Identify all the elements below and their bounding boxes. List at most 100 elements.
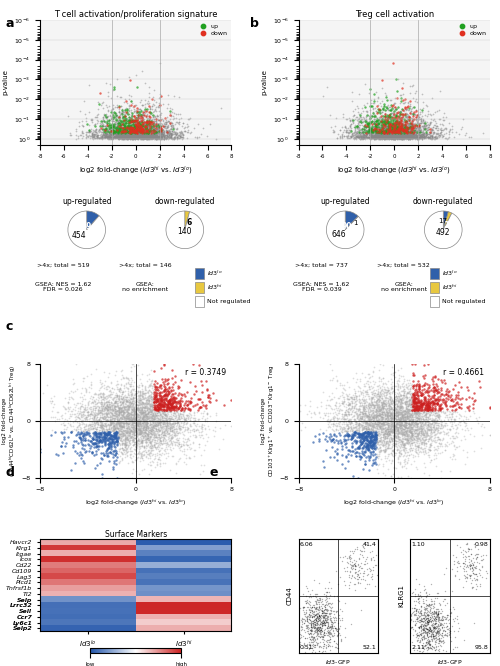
Point: [128, 113, 136, 124]
Point: [361, 438, 369, 449]
Point: [134, 403, 142, 414]
Point: [312, 613, 320, 624]
Point: [396, 122, 404, 133]
Point: [142, 112, 150, 123]
Point: [384, 133, 392, 143]
Point: [375, 428, 383, 438]
Point: [425, 444, 433, 454]
Point: [330, 408, 338, 418]
Point: [128, 116, 136, 127]
Point: [360, 378, 368, 389]
Point: [100, 116, 108, 127]
Point: [356, 411, 364, 422]
Point: [138, 127, 145, 138]
Point: [410, 404, 418, 415]
Point: [396, 131, 404, 142]
Point: [352, 414, 360, 425]
Point: [110, 120, 118, 131]
Point: [159, 416, 167, 427]
Point: [362, 387, 370, 398]
Point: [158, 422, 166, 432]
Point: [378, 129, 386, 140]
Point: [138, 129, 146, 139]
Point: [142, 446, 150, 457]
Point: [112, 419, 120, 430]
Point: [371, 129, 379, 140]
Point: [384, 427, 392, 438]
Point: [94, 440, 102, 451]
Point: [376, 129, 384, 139]
Point: [115, 406, 123, 417]
Point: [376, 111, 384, 121]
Point: [458, 551, 466, 562]
Point: [344, 422, 352, 433]
Point: [160, 428, 168, 438]
Point: [128, 120, 136, 131]
Point: [126, 392, 134, 403]
Point: [140, 417, 147, 428]
Point: [372, 133, 380, 143]
Point: [436, 441, 444, 452]
Point: [161, 458, 169, 468]
Point: [409, 133, 417, 143]
Point: [364, 128, 372, 139]
Point: [142, 117, 150, 128]
Point: [348, 431, 356, 442]
Point: [124, 129, 132, 139]
Point: [133, 127, 141, 138]
Point: [150, 402, 158, 413]
Point: [134, 107, 141, 118]
Point: [352, 404, 360, 415]
Point: [118, 133, 126, 143]
Point: [428, 427, 436, 438]
Point: [174, 435, 182, 446]
Point: [392, 121, 400, 132]
Point: [376, 442, 384, 452]
Point: [68, 426, 76, 436]
Point: [118, 408, 126, 418]
Point: [144, 453, 152, 464]
Point: [413, 408, 421, 419]
Point: [129, 125, 137, 136]
Point: [136, 123, 144, 133]
Point: [126, 128, 134, 139]
Point: [446, 626, 454, 637]
Point: [127, 394, 135, 404]
Point: [384, 131, 392, 141]
Point: [396, 446, 404, 456]
Point: [387, 412, 395, 422]
Point: [134, 133, 142, 143]
Point: [352, 132, 360, 143]
Point: [410, 398, 418, 408]
Point: [148, 412, 156, 423]
Point: [389, 100, 397, 111]
Point: [395, 450, 403, 461]
Point: [144, 125, 152, 136]
Point: [138, 431, 146, 442]
Point: [383, 432, 391, 443]
Point: [112, 130, 120, 141]
Point: [144, 412, 152, 423]
Point: [319, 611, 327, 622]
Point: [152, 129, 160, 140]
Point: [156, 433, 164, 444]
Point: [374, 435, 382, 446]
Point: [398, 449, 406, 460]
Point: [126, 93, 134, 104]
Point: [108, 434, 116, 444]
Point: [323, 605, 331, 615]
Point: [128, 127, 136, 138]
Point: [170, 127, 178, 138]
Point: [154, 102, 162, 113]
Point: [377, 421, 385, 432]
Point: [384, 398, 392, 408]
Point: [108, 111, 116, 121]
Point: [396, 124, 404, 135]
Point: [457, 382, 465, 392]
Point: [432, 604, 440, 615]
Point: [146, 129, 154, 140]
Point: [398, 125, 406, 136]
Point: [337, 414, 345, 424]
Point: [158, 392, 166, 402]
Legend: up, down: up, down: [455, 23, 487, 37]
